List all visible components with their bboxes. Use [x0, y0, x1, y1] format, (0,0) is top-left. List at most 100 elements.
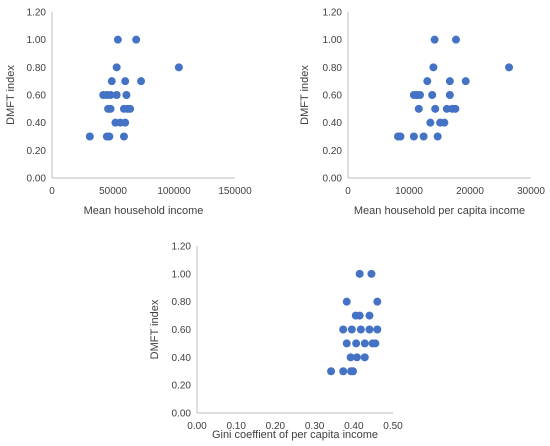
data-point — [105, 132, 114, 141]
scatter-panel-2: 0.00 0.20 0.40 0.60 0.80 1.00 1.20 0 10000 20000 3… — [299, 8, 545, 218]
data-point — [106, 104, 115, 113]
data-point — [355, 269, 364, 278]
data-point — [429, 63, 438, 72]
data-point — [396, 132, 405, 141]
data-point — [445, 77, 454, 86]
y-tick-label: 0.40 — [323, 118, 343, 129]
x-tick-label: 100000 — [157, 186, 191, 197]
data-point — [356, 325, 365, 334]
scatter-panel-3: 0.00 0.20 0.40 0.60 0.80 1.00 1.20 0.00 0.10 0.20… — [149, 242, 403, 442]
data-point — [121, 77, 130, 86]
x-tick-label: 0 — [49, 186, 55, 197]
x-tick-label: 10000 — [395, 186, 423, 197]
data-point — [107, 77, 116, 86]
data-point — [415, 91, 424, 99]
data-point — [373, 325, 382, 334]
data-point — [346, 353, 355, 362]
y-axis-title: DMFT index — [149, 299, 161, 359]
x-tick-label: 150000 — [218, 186, 252, 197]
data-point — [373, 297, 382, 306]
x-axis-title: Mean household income — [84, 205, 204, 217]
data-point — [85, 132, 94, 141]
data-point — [174, 63, 183, 72]
y-tick-label: 1.20 — [172, 242, 192, 253]
data-point — [112, 91, 121, 99]
data-point — [365, 311, 374, 320]
x-tick-label: 30000 — [517, 186, 545, 197]
data-point — [327, 367, 336, 376]
y-tick-label: 0.80 — [172, 297, 192, 308]
data-point — [106, 91, 115, 99]
data-point — [137, 77, 146, 86]
data-point — [352, 353, 361, 362]
data-point — [451, 35, 460, 44]
data-point — [414, 104, 423, 113]
data-point — [426, 118, 435, 127]
y-tick-label: 1.00 — [172, 269, 192, 280]
data-point — [119, 132, 128, 141]
data-point — [347, 325, 356, 334]
y-tick-label: 1.00 — [323, 35, 343, 46]
y-tick-label: 0.00 — [27, 174, 47, 185]
data-point — [126, 104, 135, 113]
data-point — [367, 269, 376, 278]
x-tick-label: 0.40 — [344, 421, 364, 432]
x-tick-label: 0.20 — [266, 421, 286, 432]
data-point — [349, 367, 358, 376]
y-tick-label: 0.80 — [323, 63, 343, 74]
x-tick-label: 0.50 — [383, 421, 403, 432]
data-point — [360, 353, 369, 362]
data-point — [440, 118, 449, 127]
y-tick-label: 1.00 — [27, 35, 47, 46]
data-point — [505, 63, 514, 72]
scatter-panel-1: 0.00 0.20 0.40 0.60 0.80 1.00 1.20 0 50000 100000… — [5, 8, 252, 218]
y-tick-label: 0.20 — [323, 146, 343, 157]
data-point — [355, 311, 364, 320]
data-point — [433, 132, 442, 141]
y-tick-label: 0.40 — [172, 353, 192, 364]
data-point — [352, 339, 361, 348]
x-tick-label: 50000 — [99, 186, 127, 197]
data-point — [423, 77, 432, 86]
data-point — [342, 339, 351, 348]
data-point — [113, 35, 122, 44]
y-tick-label: 1.20 — [323, 8, 343, 19]
data-point — [371, 339, 380, 348]
data-point — [122, 91, 131, 99]
data-point — [445, 91, 454, 99]
x-tick-label: 0.30 — [305, 421, 325, 432]
x-tick-label: 0 — [345, 186, 351, 197]
data-point — [419, 132, 428, 141]
y-tick-label: 0.80 — [27, 63, 47, 74]
data-point — [339, 325, 348, 334]
data-point — [121, 118, 130, 127]
data-point — [360, 339, 369, 348]
y-tick-label: 0.20 — [172, 381, 192, 392]
data-point — [339, 367, 348, 376]
y-tick-label: 0.60 — [172, 325, 192, 336]
data-point — [409, 132, 418, 141]
x-axis-title: Mean household per capita income — [354, 205, 525, 217]
y-axis-title: DMFT index — [5, 65, 17, 125]
y-tick-label: 1.20 — [27, 8, 47, 19]
data-point — [132, 35, 141, 44]
y-tick-label: 0.40 — [27, 118, 47, 129]
x-tick-label: 0.10 — [226, 421, 246, 432]
data-point — [365, 325, 374, 334]
data-point — [112, 63, 121, 72]
data-point — [342, 297, 351, 306]
y-tick-label: 0.00 — [172, 409, 192, 420]
x-tick-label: 20000 — [456, 186, 484, 197]
data-point — [442, 104, 451, 113]
data-point — [431, 104, 440, 113]
y-tick-label: 0.00 — [323, 174, 343, 185]
x-axis-title: Gini coeffient of per capita income — [212, 429, 378, 441]
y-axis-title: DMFT index — [299, 65, 311, 125]
data-point — [430, 35, 439, 44]
y-tick-label: 0.60 — [323, 91, 343, 102]
data-point — [451, 104, 460, 113]
data-point — [428, 91, 437, 99]
x-tick-label: 0.00 — [187, 421, 207, 432]
y-tick-label: 0.20 — [27, 146, 47, 157]
